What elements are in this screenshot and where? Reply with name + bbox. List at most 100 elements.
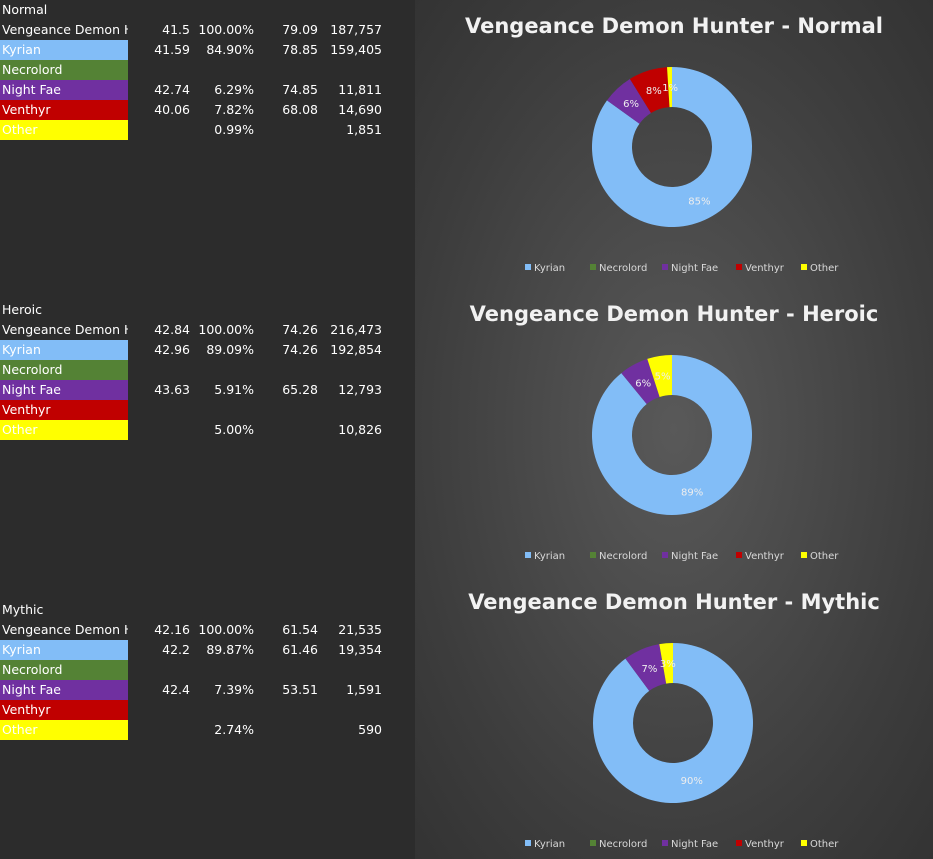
cell-c3: 74.85 <box>282 82 318 97</box>
table-row: Night Fae 43.63 5.91% 65.28 12,793 <box>0 380 400 400</box>
row-name: Venthyr <box>0 700 128 720</box>
cell-c4: 12,793 <box>338 382 382 397</box>
legend-label: Kyrian <box>534 839 565 850</box>
row-name: Vengeance Demon H <box>2 22 128 37</box>
legend-swatch <box>525 552 531 558</box>
chart-title: Vengeance Demon Hunter - Heroic <box>470 302 879 326</box>
cell-c3: 61.46 <box>282 642 318 657</box>
cell-c2: 2.74% <box>214 722 254 737</box>
cell-c2: 5.00% <box>214 422 254 437</box>
row-name: Vengeance Demon H <box>2 322 128 337</box>
row-name: Vengeance Demon H <box>2 622 128 637</box>
table-row: Kyrian 42.2 89.87% 61.46 19,354 <box>0 640 400 660</box>
cell-c3: 79.09 <box>282 22 318 37</box>
table-row: Vengeance Demon H 42.16 100.00% 61.54 21,535 <box>0 620 400 640</box>
table-row: Venthyr 40.06 7.82% 68.08 14,690 <box>0 100 400 120</box>
table-row: Vengeance Demon H 42.84 100.00% 74.26 216,47… <box>0 320 400 340</box>
data-label: 7% <box>641 664 657 675</box>
cell-c2: 100.00% <box>198 322 254 337</box>
legend-label: Night Fae <box>671 263 718 274</box>
cell-c4: 14,690 <box>338 102 382 117</box>
cell-c4: 192,854 <box>330 342 382 357</box>
cell-c3: 68.08 <box>282 102 318 117</box>
legend-swatch <box>662 552 668 558</box>
data-label: 1% <box>662 83 678 94</box>
cell-c3: 53.51 <box>282 682 318 697</box>
data-label: 5% <box>655 372 671 383</box>
legend-swatch <box>801 552 807 558</box>
cell-c1: 42.96 <box>154 342 190 357</box>
table-row: Vengeance Demon H 41.5 100.00% 79.09 187,757 <box>0 20 400 40</box>
legend-swatch <box>590 264 596 270</box>
row-name: Night Fae <box>0 80 128 100</box>
legend-swatch <box>525 264 531 270</box>
legend-label: Necrolord <box>599 839 647 850</box>
cell-c3: 61.54 <box>282 622 318 637</box>
row-name: Necrolord <box>0 360 128 380</box>
row-name: Other <box>0 720 128 740</box>
legend-label: Necrolord <box>599 551 647 562</box>
row-name: Other <box>0 420 128 440</box>
data-label: 3% <box>660 659 676 670</box>
cell-c3: 78.85 <box>282 42 318 57</box>
data-label: 90% <box>681 776 703 787</box>
cell-c4: 216,473 <box>330 322 382 337</box>
cell-c4: 21,535 <box>338 622 382 637</box>
slice-night-fae <box>625 644 667 691</box>
row-name: Night Fae <box>0 680 128 700</box>
row-name: Other <box>0 120 128 140</box>
cell-c1: 42.4 <box>162 682 190 697</box>
legend-swatch <box>662 840 668 846</box>
donut-charts: Vengeance Demon Hunter - Normal 85% 6% 8% 1%… <box>465 14 883 850</box>
data-table-panel: Normal Vengeance Demon H 41.5 100.00% 79.09 1… <box>0 0 415 859</box>
slice-night-fae <box>621 358 660 405</box>
table-row: Night Fae 42.74 6.29% 74.85 11,811 <box>0 80 400 100</box>
table-row: Other 5.00% 10,826 <box>0 420 400 440</box>
row-name: Necrolord <box>0 660 128 680</box>
legend-label: Kyrian <box>534 263 565 274</box>
legend-swatch <box>801 264 807 270</box>
legend-label: Night Fae <box>671 839 718 850</box>
row-name: Night Fae <box>0 380 128 400</box>
cell-c1: 40.06 <box>154 102 190 117</box>
legend-label: Other <box>810 263 839 274</box>
legend-swatch <box>736 552 742 558</box>
slice-other <box>659 643 673 684</box>
data-label: 89% <box>681 488 703 499</box>
legend-label: Other <box>810 551 839 562</box>
row-name: Kyrian <box>0 40 128 60</box>
cell-c4: 187,757 <box>330 22 382 37</box>
table-row: Kyrian 42.96 89.09% 74.26 192,854 <box>0 340 400 360</box>
cell-c2: 84.90% <box>206 42 254 57</box>
chart-title: Vengeance Demon Hunter - Mythic <box>468 590 880 614</box>
chart-title: Vengeance Demon Hunter - Normal <box>465 14 883 38</box>
cell-c3: 65.28 <box>282 382 318 397</box>
legend-swatch <box>662 264 668 270</box>
cell-c4: 10,826 <box>338 422 382 437</box>
cell-c1: 42.2 <box>162 642 190 657</box>
slice-venthyr <box>629 67 670 113</box>
legend-label: Other <box>810 839 839 850</box>
cell-c2: 100.00% <box>198 622 254 637</box>
slice-other <box>647 355 672 397</box>
data-label: 85% <box>688 196 710 207</box>
cell-c4: 159,405 <box>330 42 382 57</box>
row-name: Necrolord <box>0 60 128 80</box>
table-row: Necrolord <box>0 660 400 680</box>
legend-label: Venthyr <box>745 551 785 562</box>
legend-swatch <box>736 840 742 846</box>
cell-c1: 42.74 <box>154 82 190 97</box>
cell-c4: 1,591 <box>346 682 382 697</box>
data-label: 8% <box>646 86 662 97</box>
cell-c2: 7.39% <box>214 682 254 697</box>
data-label: 6% <box>623 99 639 110</box>
legend-swatch <box>590 552 596 558</box>
cell-c4: 1,851 <box>346 122 382 137</box>
legend-swatch <box>736 264 742 270</box>
table-row: Kyrian 41.59 84.90% 78.85 159,405 <box>0 40 400 60</box>
legend-label: Necrolord <box>599 263 647 274</box>
row-name: Venthyr <box>0 100 128 120</box>
legend-label: Kyrian <box>534 551 565 562</box>
charts-panel: Vengeance Demon Hunter - Normal 85% 6% 8% 1%… <box>415 0 933 859</box>
slice-kyrian <box>592 643 753 803</box>
